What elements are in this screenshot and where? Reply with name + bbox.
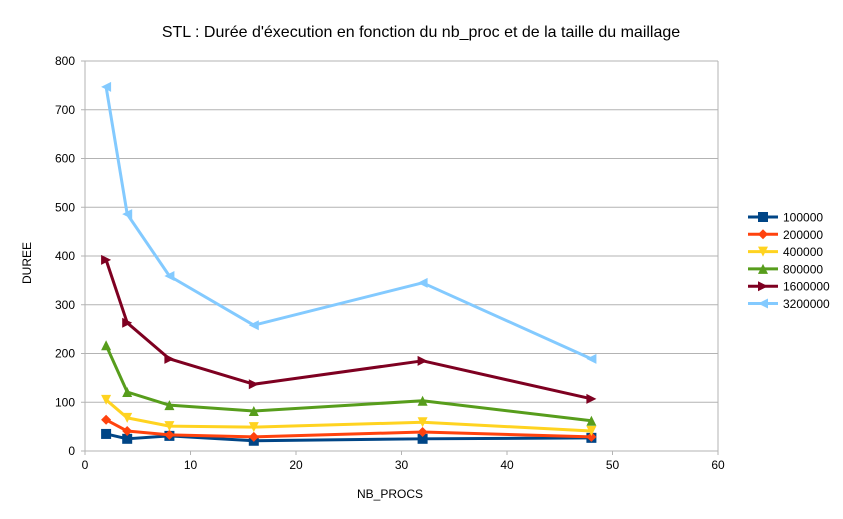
marker-triangle-up <box>758 263 768 274</box>
marker-triangle-left <box>101 81 112 92</box>
marker-triangle-down <box>101 394 112 405</box>
marker-diamond <box>248 431 259 442</box>
legend-item: 400000 <box>748 245 823 259</box>
marker-triangle-down <box>758 246 768 257</box>
axes: 0 100 200 300 400 500 600 700 800 0 10 20 30 40 50 60 <box>55 54 725 472</box>
x-tick-label: 60 <box>711 458 725 472</box>
y-tick-label: 100 <box>55 395 75 409</box>
series-800000 <box>101 340 597 426</box>
series-line <box>105 418 592 439</box>
x-axis-label: NB_PROCS <box>357 487 423 501</box>
marker-triangle-left <box>417 277 428 288</box>
marker-triangle-up <box>586 415 597 426</box>
legend-label: 3200000 <box>783 297 830 311</box>
marker-triangle-right <box>758 281 768 292</box>
legend-label: 800000 <box>783 262 823 276</box>
marker-diamond <box>122 426 133 437</box>
series-group <box>101 81 597 446</box>
legend-item: 100000 <box>748 211 823 225</box>
y-axis-label: DUREE <box>20 242 34 284</box>
marker-triangle-down <box>586 426 597 437</box>
y-tick-label: 300 <box>55 298 75 312</box>
marker-triangle-up <box>122 387 133 398</box>
series-3200000 <box>101 81 597 364</box>
y-tick-label: 800 <box>55 54 75 68</box>
marker-triangle-right <box>101 254 112 265</box>
chart-title: STL : Durée d'éxecution en fonction du n… <box>162 24 680 41</box>
marker-triangle-left <box>586 353 597 364</box>
marker-diamond <box>758 229 768 240</box>
y-tick-label: 0 <box>68 444 75 458</box>
marker-triangle-down <box>122 412 133 423</box>
series-line <box>104 86 593 361</box>
x-tick-label: 10 <box>184 458 198 472</box>
x-tick-label: 0 <box>82 458 89 472</box>
series-400000 <box>101 394 597 437</box>
marker-triangle-up <box>248 406 259 417</box>
marker-diamond <box>164 429 175 440</box>
marker-triangle-down <box>248 422 259 433</box>
legend-item: 200000 <box>748 228 823 242</box>
series-100000 <box>101 428 597 446</box>
marker-triangle-down <box>164 421 175 432</box>
series-line <box>104 344 592 423</box>
marker-diamond <box>586 431 597 442</box>
marker-triangle-left <box>122 209 133 220</box>
y-tick-label: 400 <box>55 249 75 263</box>
marker-diamond <box>417 426 428 437</box>
legend: 100000 200000 400000 800000 1600000 3200000 <box>748 211 830 311</box>
marker-diamond <box>101 414 112 425</box>
marker-triangle-left <box>248 320 259 331</box>
legend-label: 200000 <box>783 228 823 242</box>
legend-item: 800000 <box>748 262 823 276</box>
marker-triangle-right <box>248 379 259 390</box>
x-tick-label: 50 <box>606 458 620 472</box>
marker-triangle-left <box>164 270 175 281</box>
x-tick-label: 40 <box>500 458 514 472</box>
marker-triangle-up <box>101 340 112 351</box>
y-tick-label: 600 <box>55 152 75 166</box>
legend-label: 1600000 <box>783 280 830 294</box>
y-tick-label: 200 <box>55 347 75 361</box>
series-line <box>104 259 592 401</box>
series-1600000 <box>101 254 597 404</box>
marker-triangle-right <box>122 317 133 328</box>
marker-triangle-right <box>164 353 175 364</box>
marker-triangle-left <box>758 298 768 309</box>
y-tick-label: 700 <box>55 103 75 117</box>
legend-item: 1600000 <box>748 280 830 294</box>
legend-label: 100000 <box>783 211 823 225</box>
x-tick-label: 30 <box>395 458 409 472</box>
grid <box>85 60 718 452</box>
x-tick-label: 20 <box>289 458 303 472</box>
marker-square <box>122 433 133 444</box>
marker-triangle-right <box>417 355 428 366</box>
marker-square <box>417 433 428 444</box>
series-200000 <box>101 414 597 442</box>
y-tick-label: 500 <box>55 200 75 214</box>
marker-triangle-up <box>417 395 428 406</box>
marker-triangle-down <box>417 417 428 428</box>
legend-label: 400000 <box>783 245 823 259</box>
marker-square <box>101 428 112 439</box>
legend-item: 3200000 <box>748 297 830 311</box>
marker-triangle-up <box>164 400 175 411</box>
marker-triangle-right <box>586 393 597 404</box>
marker-square <box>758 212 768 222</box>
